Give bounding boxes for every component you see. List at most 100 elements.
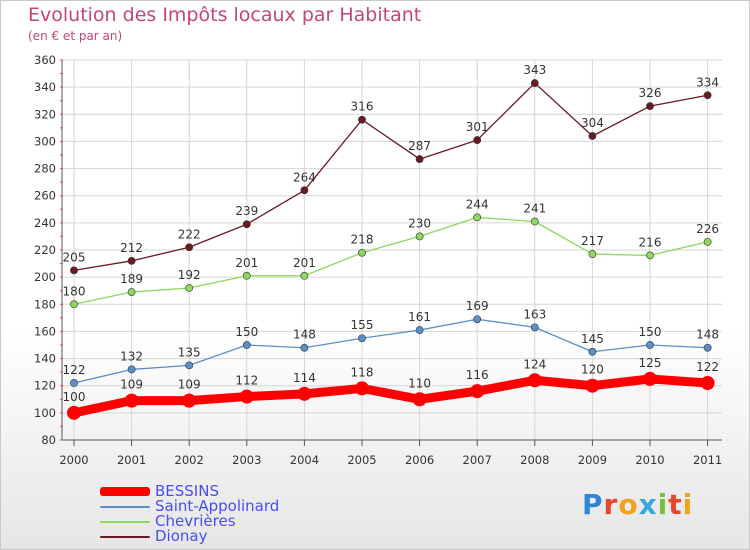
data-point — [700, 376, 715, 390]
data-label: 180 — [63, 284, 86, 298]
data-point — [646, 251, 654, 260]
logo-letter: x — [638, 488, 658, 521]
data-label: 218 — [351, 233, 374, 247]
y-tick-label: 220 — [34, 243, 56, 257]
logo-letter: i — [682, 488, 694, 521]
data-label: 316 — [351, 100, 374, 114]
data-label: 122 — [696, 360, 719, 374]
logo-letter: r — [603, 488, 619, 521]
data-point — [470, 384, 485, 399]
data-label: 150 — [235, 325, 258, 339]
legend-item: Saint-Appolinard — [100, 499, 279, 514]
data-label: 135 — [178, 345, 201, 359]
data-label: 132 — [120, 349, 143, 363]
chart-subtitle: (en € et par an) — [28, 29, 123, 43]
y-tick-label: 160 — [34, 324, 56, 338]
series-line-saint-appolinard — [73, 318, 709, 384]
data-point — [588, 347, 597, 356]
data-label: 226 — [696, 222, 719, 236]
data-point — [358, 248, 366, 257]
data-label: 116 — [466, 368, 489, 382]
series-dionay: 205 212 222 239 264 316 287 301 343 304 326 334 — [63, 63, 719, 275]
data-point — [300, 343, 309, 352]
y-tick-label: 240 — [34, 216, 56, 230]
x-tick-label: 2006 — [405, 453, 434, 467]
series-line-dionay — [73, 82, 709, 272]
x-tick-label: 2002 — [175, 453, 204, 467]
data-label: 230 — [408, 216, 431, 230]
series-line-bessins — [69, 374, 713, 418]
data-label: 287 — [408, 139, 431, 153]
data-point — [297, 386, 312, 401]
data-point — [355, 381, 369, 396]
data-label: 100 — [63, 390, 86, 404]
data-point — [358, 334, 366, 343]
data-point — [415, 326, 424, 334]
data-point — [185, 243, 194, 252]
y-tick-label: 360 — [34, 53, 56, 67]
data-label: 125 — [639, 356, 662, 370]
data-point — [124, 393, 139, 408]
data-point — [185, 361, 194, 370]
data-label: 201 — [293, 256, 316, 270]
data-point — [646, 341, 654, 349]
y-tick-label: 80 — [41, 433, 56, 447]
data-label: 244 — [466, 197, 489, 211]
logo-letter: o — [618, 488, 639, 521]
data-point — [127, 365, 136, 374]
y-tick-label: 120 — [34, 379, 56, 393]
proxiti-logo: Proxiti — [582, 488, 693, 521]
data-label: 326 — [639, 86, 662, 100]
data-point — [300, 271, 309, 280]
data-point — [239, 389, 254, 404]
series-saint-appolinard: 122 132 135 150 148 155 161 169 163 145 150 148 — [63, 299, 719, 387]
data-label: 161 — [408, 310, 431, 324]
x-tick-label: 2003 — [232, 453, 261, 467]
x-tick-label: 2008 — [520, 453, 549, 467]
data-point — [643, 371, 657, 386]
data-label: 109 — [120, 378, 143, 392]
data-label: 122 — [63, 363, 86, 377]
data-label: 110 — [408, 376, 431, 390]
y-tick-label: 280 — [34, 162, 56, 176]
data-point — [242, 220, 251, 229]
legend-item: Chevrières — [100, 514, 279, 529]
data-label: 205 — [63, 250, 86, 264]
data-label: 148 — [696, 328, 719, 342]
data-label: 163 — [523, 307, 546, 321]
data-label: 239 — [235, 204, 258, 218]
data-label: 201 — [235, 256, 258, 270]
data-point — [70, 300, 78, 309]
legend-item: Dionay — [100, 529, 279, 544]
data-label: 169 — [466, 299, 489, 313]
data-label: 343 — [523, 63, 546, 77]
legend-label: Saint-Appolinard — [155, 497, 280, 515]
legend-swatch — [100, 505, 150, 508]
data-point — [67, 405, 81, 420]
data-point — [473, 136, 482, 144]
series-line-chevri-res — [73, 216, 709, 305]
data-label: 112 — [235, 374, 258, 388]
logo-letter: t — [668, 488, 683, 521]
x-tick-label: 2005 — [347, 453, 376, 467]
x-tick-label: 2007 — [463, 453, 492, 467]
data-point — [530, 217, 539, 226]
data-label: 216 — [639, 235, 662, 249]
data-point — [646, 102, 654, 111]
x-tick-label: 2009 — [578, 453, 607, 467]
data-label: 212 — [120, 241, 143, 255]
chart-title: Evolution des Impôts locaux par Habitant — [28, 4, 422, 26]
data-point — [527, 373, 542, 388]
y-tick-label: 340 — [34, 80, 56, 94]
data-point — [588, 132, 597, 140]
data-point — [300, 186, 309, 195]
y-tick-label: 180 — [34, 297, 56, 311]
data-label: 241 — [523, 202, 546, 216]
series-bessins: 100 109 109 112 114 118 110 116 124 120 125 122 — [63, 356, 719, 420]
x-tick-label: 2010 — [635, 453, 664, 467]
data-point — [530, 323, 539, 332]
logo-letter: P — [582, 488, 604, 521]
data-label: 264 — [293, 170, 316, 184]
data-point — [415, 155, 424, 163]
